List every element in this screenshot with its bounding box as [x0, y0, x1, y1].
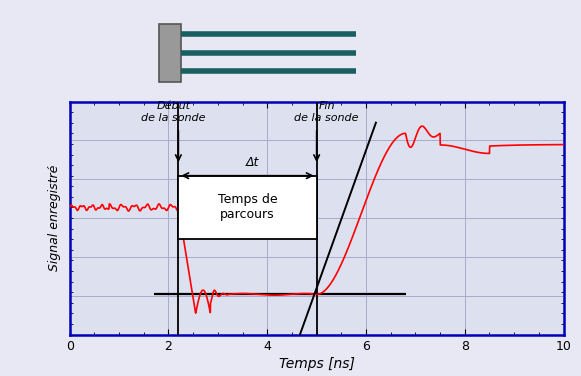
Bar	[159, 24, 181, 82]
Text: Δt: Δt	[246, 156, 259, 169]
Bar	[178, 176, 317, 239]
Text: Fin
de la sonde: Fin de la sonde	[294, 101, 359, 123]
Text: Début
de la sonde: Début de la sonde	[141, 101, 206, 123]
Y-axis label: Signal enregistré: Signal enregistré	[48, 165, 61, 271]
X-axis label: Temps [ns]: Temps [ns]	[279, 357, 354, 371]
Text: Temps de
parcours: Temps de parcours	[218, 194, 277, 221]
